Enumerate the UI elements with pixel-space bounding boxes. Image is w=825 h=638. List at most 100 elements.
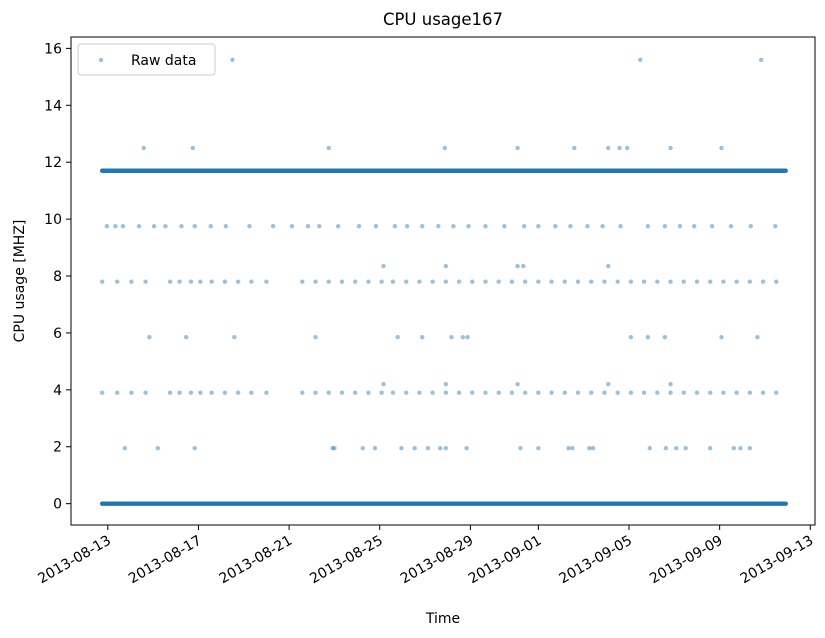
data-point	[502, 224, 507, 229]
data-point	[470, 390, 475, 395]
data-point	[420, 334, 425, 340]
data-point	[289, 224, 295, 229]
data-point	[638, 57, 643, 62]
data-point	[589, 390, 594, 395]
data-point	[606, 263, 611, 269]
data-point	[570, 445, 575, 451]
data-point	[300, 390, 305, 395]
data-point	[395, 334, 400, 340]
data-point	[572, 145, 577, 151]
data-point	[449, 334, 454, 340]
data-point	[773, 224, 778, 229]
data-point	[456, 390, 462, 395]
data-point	[549, 279, 554, 284]
data-point	[437, 445, 443, 451]
data-point	[317, 224, 322, 229]
data-point	[645, 224, 651, 229]
data-point	[390, 390, 396, 395]
data-point	[668, 279, 673, 284]
data-point	[360, 445, 365, 451]
data-point	[663, 445, 669, 451]
data-point	[326, 145, 331, 151]
data-point	[143, 279, 148, 284]
legend: Raw data	[77, 43, 216, 76]
data-point	[209, 390, 214, 395]
y-tick-label: 10	[44, 212, 62, 228]
data-point	[536, 390, 541, 395]
x-axis-label: Time	[425, 611, 460, 627]
legend-frame	[77, 43, 216, 76]
data-point	[451, 224, 456, 229]
data-point	[264, 279, 269, 284]
data-point	[470, 279, 475, 284]
data-point	[249, 279, 254, 284]
data-point	[417, 390, 422, 395]
legend-marker	[98, 57, 104, 63]
data-point	[113, 224, 118, 229]
data-point	[222, 390, 228, 395]
data-point	[188, 390, 194, 395]
data-point	[585, 224, 590, 229]
data-point	[668, 381, 673, 387]
data-point	[662, 334, 668, 340]
data-point	[628, 390, 634, 395]
data-point	[443, 263, 449, 269]
data-point	[313, 279, 318, 284]
data-point	[122, 445, 128, 451]
data-point	[641, 390, 647, 395]
data-point	[747, 279, 753, 284]
y-tick-label: 2	[53, 440, 62, 456]
data-point	[617, 145, 622, 151]
data-point	[230, 57, 235, 62]
data-point	[403, 390, 409, 395]
data-point	[379, 279, 384, 284]
data-point	[104, 224, 110, 229]
data-point	[115, 390, 120, 395]
data-point	[326, 279, 331, 284]
data-point	[352, 390, 358, 395]
data-point	[436, 224, 441, 229]
data-point	[313, 390, 318, 395]
data-point	[719, 334, 724, 340]
legend-entry-label: Raw data	[131, 53, 196, 69]
data-point	[553, 224, 558, 229]
data-point	[575, 390, 581, 395]
data-point	[339, 390, 345, 395]
data-point	[249, 390, 254, 395]
data-point	[641, 279, 647, 284]
plot-frame	[70, 36, 816, 526]
data-point	[190, 145, 195, 151]
data-point	[738, 445, 743, 451]
data-point	[223, 224, 229, 229]
data-point	[141, 145, 146, 151]
data-point	[707, 279, 713, 284]
data-point	[509, 279, 515, 284]
data-point	[443, 279, 449, 284]
data-point	[235, 279, 241, 284]
data-point	[747, 390, 753, 395]
data-point	[755, 334, 760, 340]
data-point	[466, 224, 471, 229]
data-point	[602, 279, 607, 284]
y-tick-label: 12	[44, 155, 62, 171]
data-point	[522, 279, 528, 284]
data-point	[747, 445, 753, 451]
data-point	[270, 224, 276, 229]
data-point	[198, 390, 203, 395]
data-point	[332, 445, 337, 451]
data-point	[549, 390, 554, 395]
data-point	[615, 279, 620, 284]
data-point	[198, 279, 203, 284]
data-point	[734, 390, 739, 395]
data-point	[758, 57, 764, 62]
data-point	[460, 334, 466, 340]
data-point	[392, 224, 398, 229]
data-point	[628, 334, 634, 340]
data-point	[151, 224, 157, 229]
y-tick-label: 16	[44, 41, 62, 57]
data-point	[115, 279, 120, 284]
data-point	[655, 279, 660, 284]
data-point	[235, 390, 241, 395]
data-point	[372, 445, 378, 451]
